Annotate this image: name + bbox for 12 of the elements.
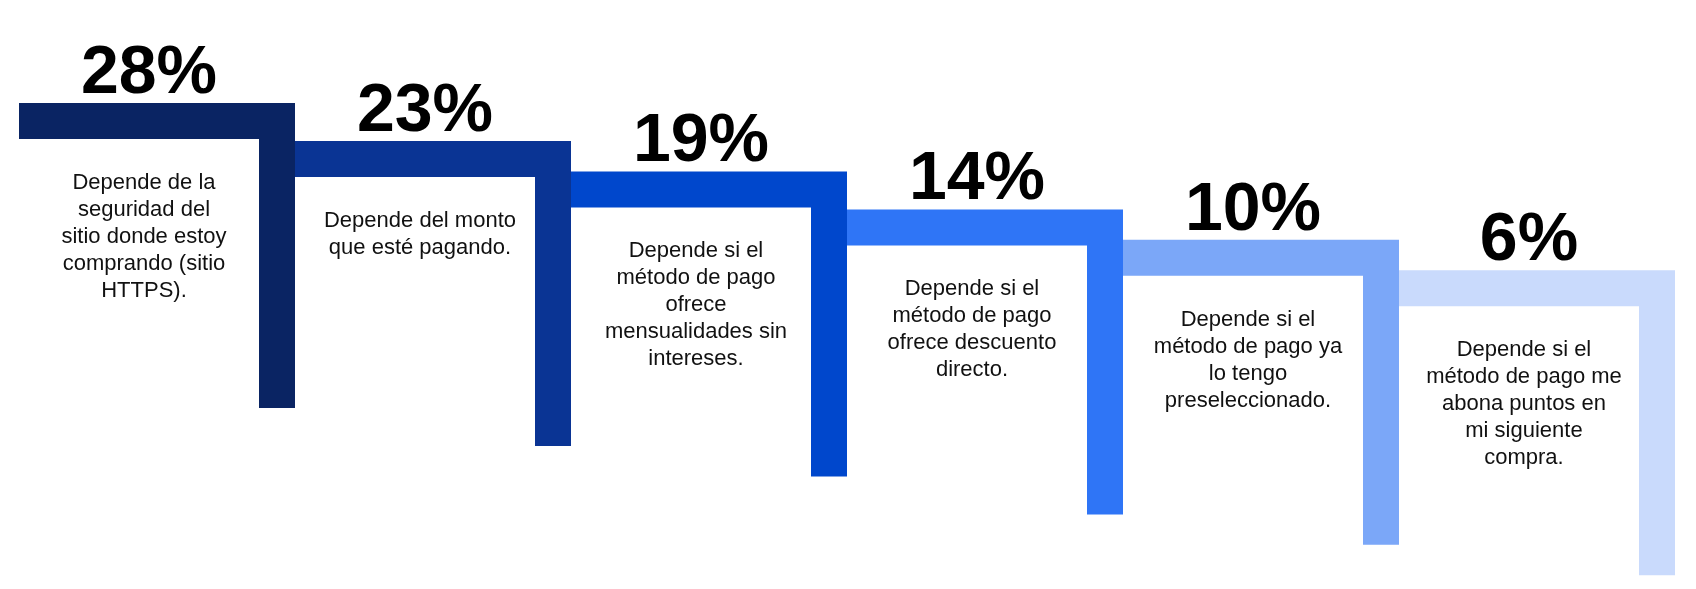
data-label: 6% bbox=[1479, 198, 1579, 275]
category-label: Depende si el método de pago me abona puntos en mi siguiente compra. bbox=[1426, 336, 1622, 470]
data-label: 19% bbox=[632, 99, 770, 176]
category-label: Depende si el método de pago ya lo tengo preseleccionado. bbox=[1153, 305, 1343, 412]
data-label: 28% bbox=[80, 31, 218, 107]
data-label: 23% bbox=[356, 69, 494, 145]
category-label: Depende si el método de pago ofrece mensualidades sin intereses. bbox=[604, 237, 788, 371]
data-label: 10% bbox=[1184, 167, 1322, 244]
data-label: 14% bbox=[908, 137, 1046, 214]
category-label: Depende de la seguridad del sitio donde estoy comprando (sitio HTTPS). bbox=[61, 169, 227, 302]
category-label: Depende si el método de pago ofrece descuento directo. bbox=[887, 275, 1057, 382]
category-label: Depende del monto que esté pagando. bbox=[323, 207, 517, 259]
